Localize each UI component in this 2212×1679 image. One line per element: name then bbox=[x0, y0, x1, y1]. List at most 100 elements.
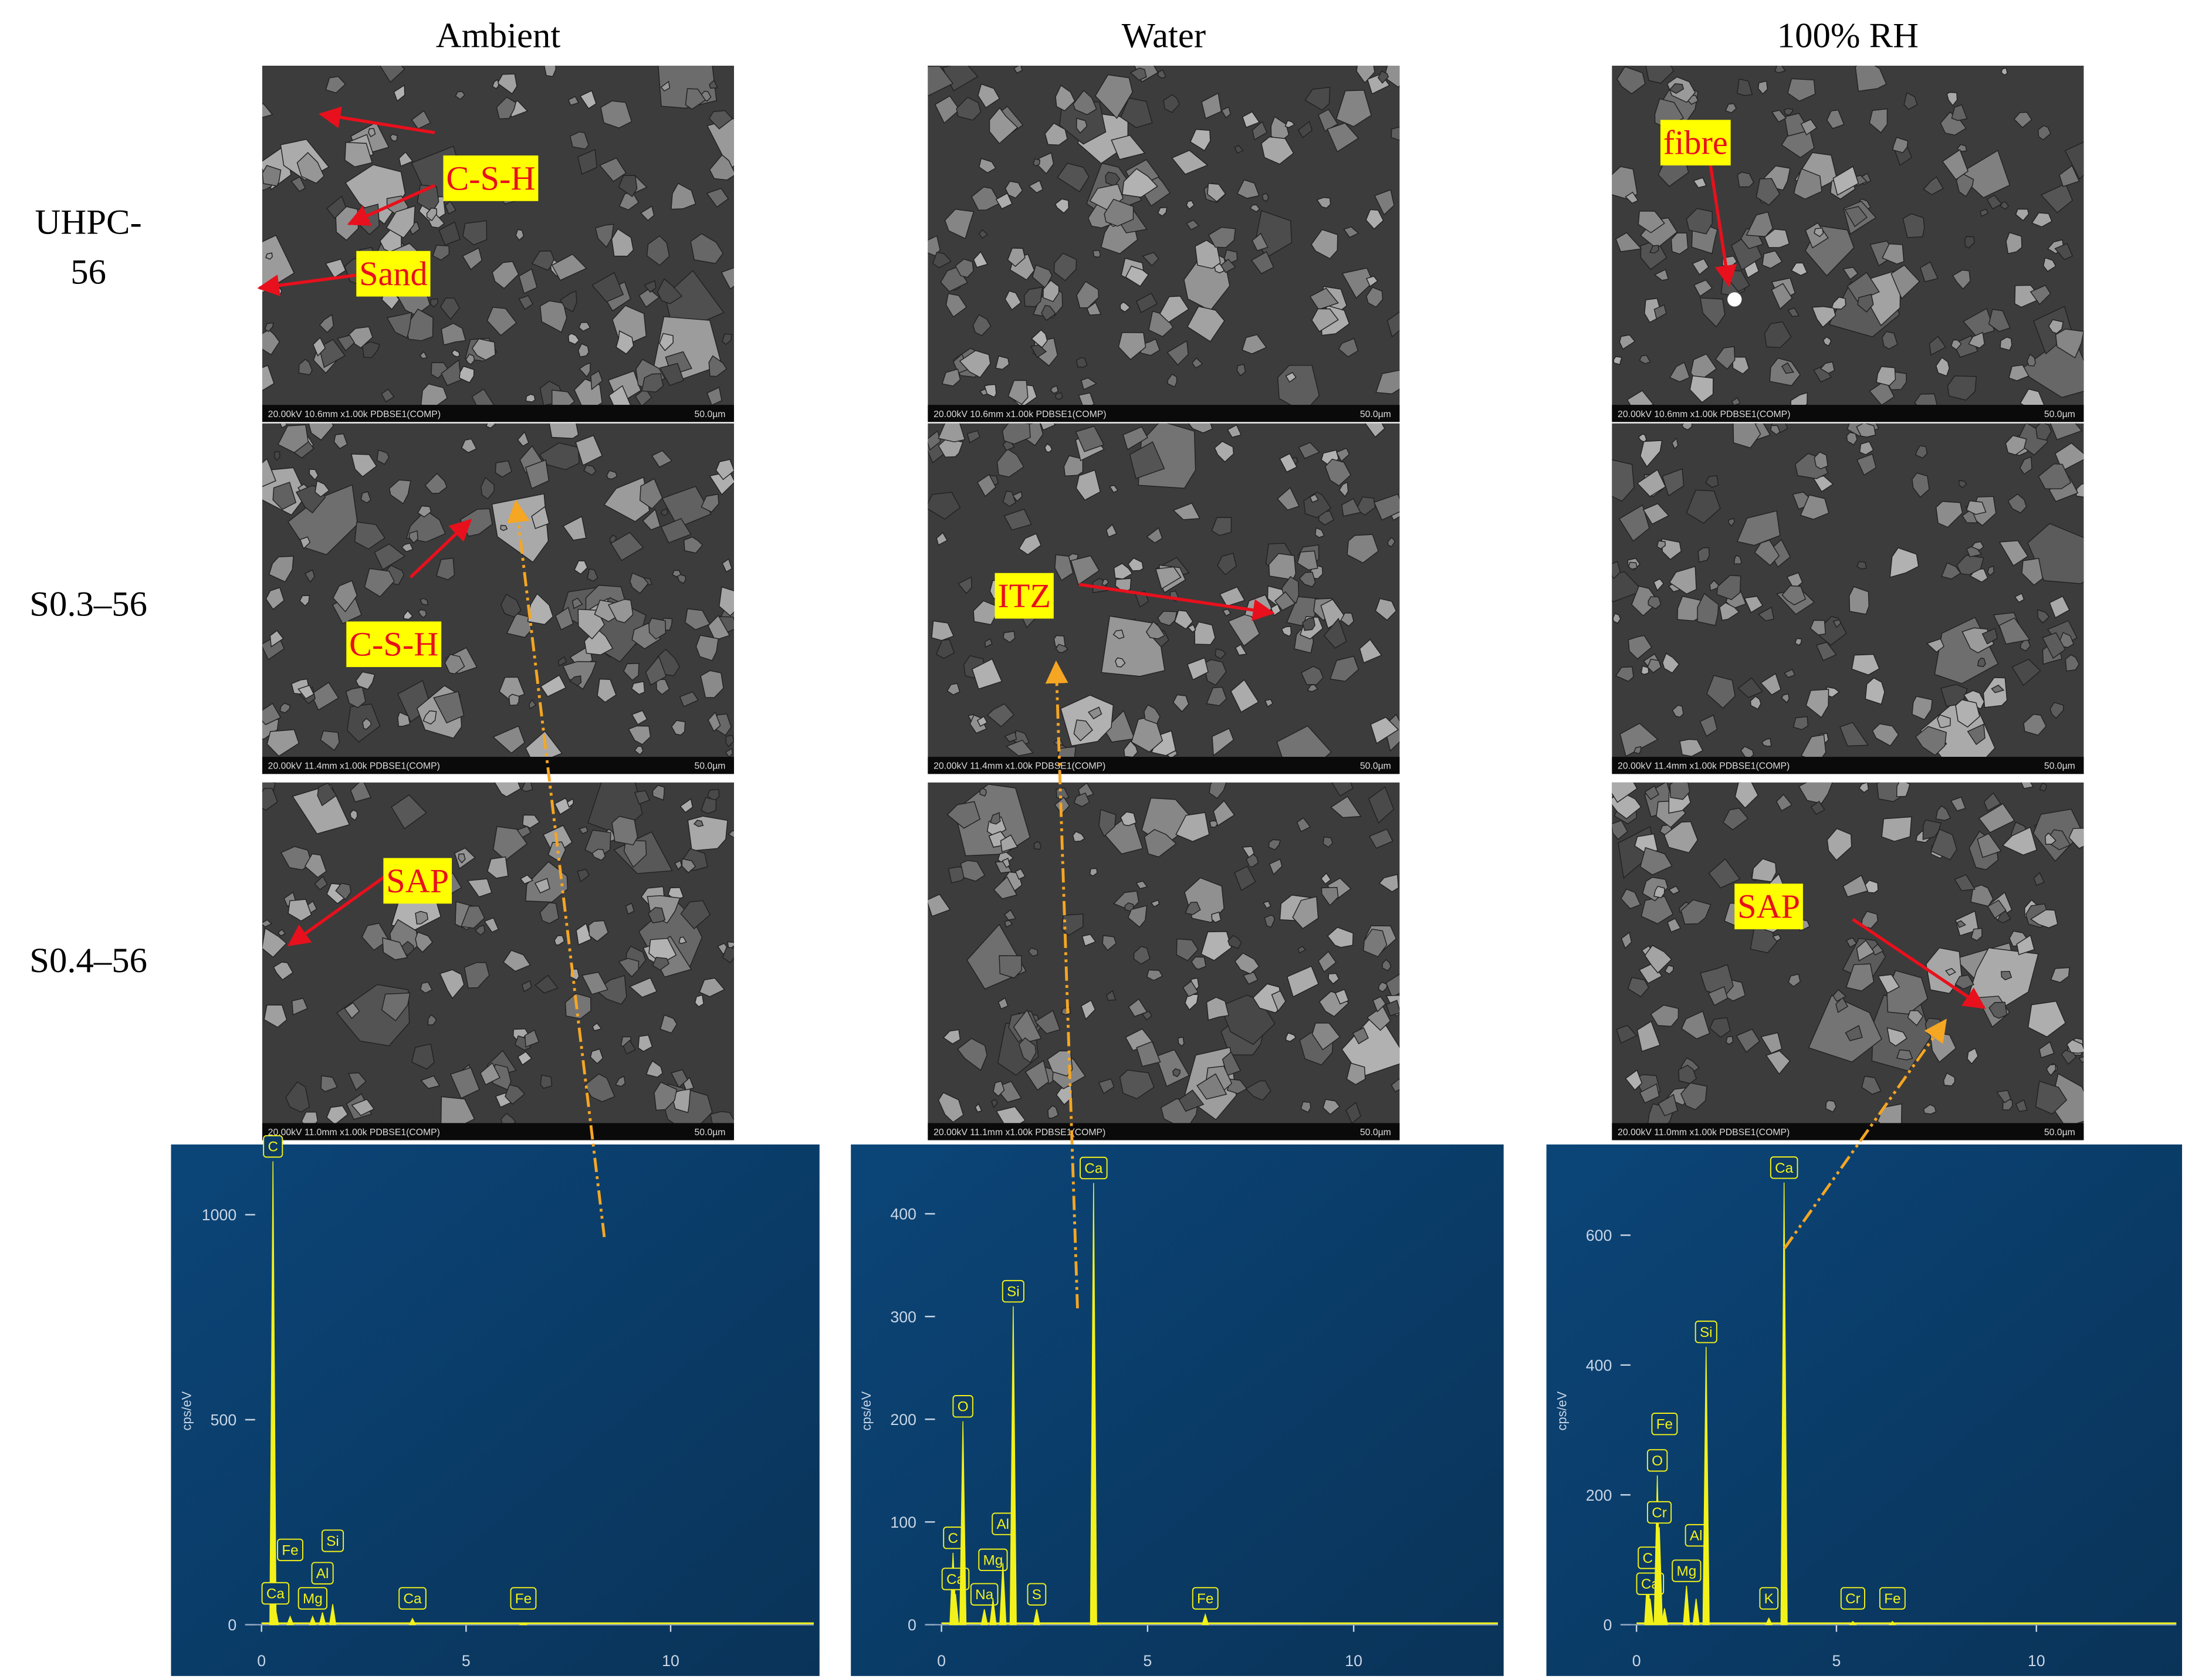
grain bbox=[1670, 232, 1689, 255]
sem-image: 20.00kV 11.0mm x1.00k PDBSE1(COMP) 50.0µm bbox=[262, 782, 734, 1140]
grain bbox=[1783, 108, 1794, 116]
grain bbox=[1018, 1037, 1037, 1064]
grain bbox=[607, 598, 634, 624]
sem-scale: 50.0µm bbox=[695, 409, 726, 419]
grain bbox=[610, 532, 644, 561]
grain bbox=[725, 734, 734, 747]
grain bbox=[266, 729, 300, 757]
grain bbox=[309, 469, 319, 481]
grain bbox=[1112, 629, 1125, 639]
grain bbox=[2038, 1041, 2055, 1058]
spectrum-peak bbox=[319, 1612, 326, 1626]
grain bbox=[1118, 331, 1146, 360]
grain bbox=[1639, 354, 1651, 364]
sem-scale: 50.0µm bbox=[1360, 1128, 1391, 1138]
grain bbox=[1200, 931, 1232, 962]
grain bbox=[1765, 1050, 1791, 1075]
grain bbox=[710, 1111, 734, 1123]
grain bbox=[595, 224, 614, 248]
grain bbox=[1296, 817, 1311, 832]
grain bbox=[2020, 388, 2045, 405]
grain bbox=[1281, 626, 1292, 637]
x-tick-label: 5 bbox=[462, 1652, 471, 1670]
grain bbox=[1128, 998, 1148, 1017]
peak-label-box bbox=[1840, 1587, 1865, 1610]
grain bbox=[685, 608, 711, 631]
grain bbox=[1697, 547, 1710, 563]
grain bbox=[1075, 117, 1088, 134]
grain bbox=[525, 394, 536, 403]
grain bbox=[1321, 886, 1339, 906]
grain bbox=[1355, 496, 1376, 516]
grain bbox=[312, 337, 326, 357]
grain bbox=[1144, 704, 1161, 725]
grain bbox=[2049, 702, 2064, 719]
grain bbox=[1122, 426, 1148, 451]
grain bbox=[1279, 453, 1298, 473]
grain bbox=[1653, 269, 1669, 281]
grain bbox=[693, 820, 704, 827]
grain bbox=[1719, 602, 1740, 621]
grain bbox=[1664, 964, 1674, 975]
annotation-label: SAP bbox=[1737, 888, 1800, 926]
grain bbox=[1760, 673, 1782, 696]
grain bbox=[1798, 782, 1833, 804]
grain bbox=[1662, 468, 1685, 497]
grain bbox=[1612, 561, 1621, 580]
grain bbox=[2005, 232, 2022, 255]
grain bbox=[1686, 208, 1713, 235]
grain bbox=[1172, 1068, 1181, 1078]
grain bbox=[1996, 1089, 2011, 1103]
grain bbox=[966, 430, 980, 444]
grain bbox=[1359, 638, 1382, 664]
grain bbox=[1368, 786, 1395, 824]
grain bbox=[1285, 372, 1297, 383]
peak-label-box bbox=[970, 1583, 999, 1606]
grain bbox=[1040, 423, 1056, 431]
grain bbox=[2058, 165, 2080, 187]
grain bbox=[1297, 946, 1307, 954]
grain bbox=[505, 1084, 526, 1105]
grain bbox=[997, 997, 1009, 1010]
grain bbox=[928, 492, 961, 520]
grain bbox=[709, 470, 734, 496]
grain bbox=[1737, 78, 1753, 96]
grain bbox=[1372, 996, 1386, 1013]
grain bbox=[1692, 258, 1709, 276]
grain bbox=[1889, 547, 1919, 578]
grain bbox=[1264, 915, 1275, 928]
grain bbox=[459, 365, 475, 384]
grain bbox=[728, 830, 734, 838]
grain bbox=[1260, 136, 1294, 165]
grain bbox=[2013, 111, 2032, 128]
grain bbox=[978, 83, 1000, 109]
grain bbox=[301, 1111, 319, 1123]
grain bbox=[475, 925, 485, 936]
grain bbox=[640, 205, 655, 221]
grain bbox=[1286, 1032, 1297, 1042]
grain bbox=[590, 370, 603, 391]
grain bbox=[2054, 442, 2084, 472]
grain bbox=[1188, 423, 1213, 434]
grain bbox=[928, 893, 951, 917]
grain bbox=[1378, 874, 1399, 893]
grain bbox=[694, 994, 705, 1008]
grain bbox=[1842, 266, 1859, 280]
grain bbox=[481, 476, 495, 500]
grain bbox=[1320, 872, 1332, 885]
grain bbox=[1926, 638, 1944, 653]
grain bbox=[386, 312, 412, 338]
peak-label: O bbox=[1652, 1453, 1663, 1469]
grain bbox=[638, 288, 660, 308]
grain bbox=[1791, 262, 1808, 276]
grain bbox=[590, 1048, 604, 1064]
grain bbox=[1663, 821, 1699, 854]
x-tick-label: 5 bbox=[1143, 1652, 1152, 1670]
grain bbox=[1111, 134, 1146, 160]
grain bbox=[348, 1072, 367, 1091]
grain bbox=[1653, 304, 1667, 320]
grain bbox=[1915, 445, 1928, 459]
grain bbox=[1615, 232, 1642, 252]
grain bbox=[706, 118, 734, 171]
y-tick-label: 400 bbox=[890, 1206, 916, 1223]
